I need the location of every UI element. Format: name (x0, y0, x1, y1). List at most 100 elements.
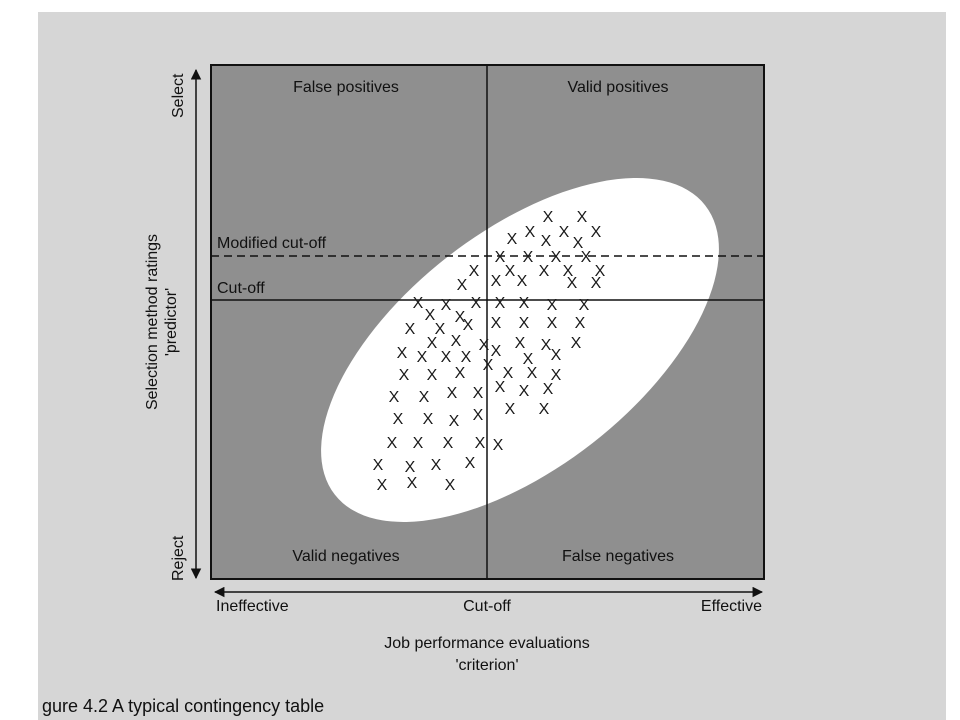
x-mark: X (407, 475, 418, 492)
x-mark: X (507, 231, 518, 248)
x-mark: X (463, 317, 474, 334)
x-mark: X (519, 315, 530, 332)
x-mark: X (491, 315, 502, 332)
x-mark: X (551, 347, 562, 364)
x-mark: X (373, 457, 384, 474)
x-mark: X (591, 275, 602, 292)
x-mark: X (575, 315, 586, 332)
x-mark: X (539, 401, 550, 418)
x-mark: X (519, 295, 530, 312)
x-marks-group: X XX X XX X XX X X XX X X X XX X X X XX X X X X X XX X X X X XX X XX X… (373, 209, 606, 494)
x-axis-ineffective-label: Ineffective (216, 598, 289, 615)
x-mark: X (413, 295, 424, 312)
x-mark: X (519, 383, 530, 400)
x-axis-cutoff-label: Cut-off (463, 598, 511, 615)
x-mark: X (473, 385, 484, 402)
y-axis-title-line2: 'predictor' (163, 288, 180, 356)
x-mark: X (471, 295, 482, 312)
label-false-positives: False positives (293, 79, 399, 96)
x-mark: X (451, 333, 462, 350)
label-modified-cutoff: Modified cut-off (217, 235, 327, 252)
x-mark: X (405, 459, 416, 476)
x-mark: X (503, 365, 514, 382)
x-mark: X (397, 345, 408, 362)
x-mark: X (505, 401, 516, 418)
y-axis-title-line1: Selection method ratings (144, 234, 161, 410)
x-mark: X (423, 411, 434, 428)
x-mark: X (559, 224, 570, 241)
x-mark: X (455, 309, 466, 326)
y-axis-select-label: Select (170, 73, 187, 118)
x-mark: X (541, 233, 552, 250)
x-mark: X (573, 235, 584, 252)
x-mark: X (479, 337, 490, 354)
x-mark: X (387, 435, 398, 452)
x-mark: X (551, 249, 562, 266)
x-mark: X (419, 389, 430, 406)
x-mark: X (591, 224, 602, 241)
x-mark: X (473, 407, 484, 424)
label-false-negatives: False negatives (562, 548, 674, 565)
x-mark: X (495, 249, 506, 266)
x-mark: X (445, 477, 456, 494)
x-mark: X (493, 437, 504, 454)
x-mark: X (495, 379, 506, 396)
x-mark: X (413, 435, 424, 452)
label-valid-negatives: Valid negatives (292, 548, 399, 565)
x-mark: X (483, 357, 494, 374)
x-mark: X (517, 273, 528, 290)
x-mark: X (441, 297, 452, 314)
x-mark: X (571, 335, 582, 352)
x-mark: X (435, 321, 446, 338)
x-mark: X (441, 349, 452, 366)
x-mark: X (515, 335, 526, 352)
scatter-ellipse (321, 178, 719, 522)
x-mark: X (491, 343, 502, 360)
x-mark: X (449, 413, 460, 430)
x-mark: X (377, 477, 388, 494)
x-mark: X (427, 367, 438, 384)
x-mark: X (523, 351, 534, 368)
x-mark: X (541, 337, 552, 354)
x-mark: X (551, 367, 562, 384)
x-mark: X (425, 307, 436, 324)
x-mark: X (455, 365, 466, 382)
x-mark: X (595, 263, 606, 280)
x-axis-title-line1: Job performance evaluations (384, 635, 589, 652)
x-axis-title-line2: 'criterion' (455, 657, 518, 674)
y-axis-reject-label: Reject (170, 535, 187, 581)
x-mark: X (523, 249, 534, 266)
x-mark: X (527, 365, 538, 382)
x-mark: X (475, 435, 486, 452)
x-mark: X (567, 275, 578, 292)
x-mark: X (399, 367, 410, 384)
label-valid-positives: Valid positives (567, 79, 668, 96)
x-mark: X (431, 457, 442, 474)
x-mark: X (577, 209, 588, 226)
x-mark: X (563, 263, 574, 280)
x-mark: X (547, 315, 558, 332)
x-mark: X (389, 389, 400, 406)
x-mark: X (543, 381, 554, 398)
x-mark: X (581, 249, 592, 266)
x-mark: X (417, 349, 428, 366)
x-mark: X (525, 224, 536, 241)
x-mark: X (447, 385, 458, 402)
x-axis-effective-label: Effective (701, 598, 762, 615)
x-mark: X (539, 263, 550, 280)
x-mark: X (461, 349, 472, 366)
x-mark: X (543, 209, 554, 226)
x-mark: X (393, 411, 404, 428)
x-mark: X (405, 321, 416, 338)
x-mark: X (465, 455, 476, 472)
label-cutoff: Cut-off (217, 280, 265, 297)
x-mark: X (457, 277, 468, 294)
x-mark: X (547, 297, 558, 314)
x-mark: X (579, 297, 590, 314)
x-mark: X (495, 295, 506, 312)
x-mark: X (443, 435, 454, 452)
x-mark: X (505, 263, 516, 280)
x-mark: X (427, 335, 438, 352)
x-mark: X (491, 273, 502, 290)
